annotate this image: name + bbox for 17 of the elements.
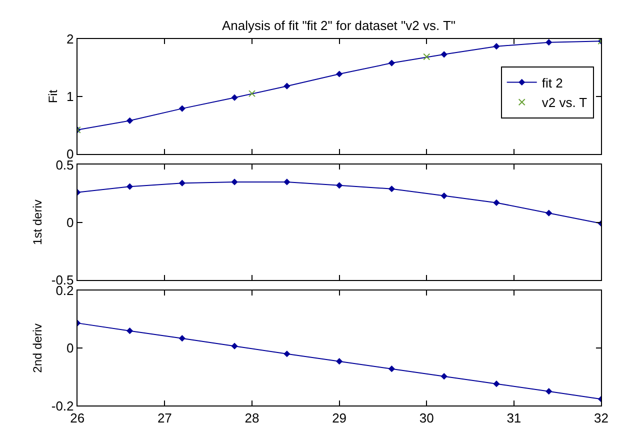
y-tick-label: 0	[66, 340, 74, 356]
y-tick-label: 0	[66, 214, 74, 230]
chart-title: Analysis of fit "fit 2" for dataset "v2 vs. T"	[222, 18, 456, 33]
x-tick-label: 30	[419, 410, 434, 426]
y-axis-title: 1st deriv	[30, 200, 45, 245]
y-tick-label: 0	[66, 146, 74, 162]
x-tick-label: 31	[506, 410, 522, 426]
y-axis-title: 2nd deriv	[30, 323, 45, 373]
legend-label: fit 2	[542, 75, 563, 90]
x-tick-label: 29	[332, 410, 347, 426]
x-tick-label: 32	[594, 410, 608, 426]
y-tick-label: 1	[66, 89, 74, 104]
legend-label: v2 vs. T	[542, 95, 588, 110]
y-tick-label: 2	[66, 31, 74, 46]
x-tick-label: 27	[157, 410, 172, 426]
y-axis-title: Fit	[46, 89, 60, 104]
x-tick-label: 28	[244, 410, 260, 426]
